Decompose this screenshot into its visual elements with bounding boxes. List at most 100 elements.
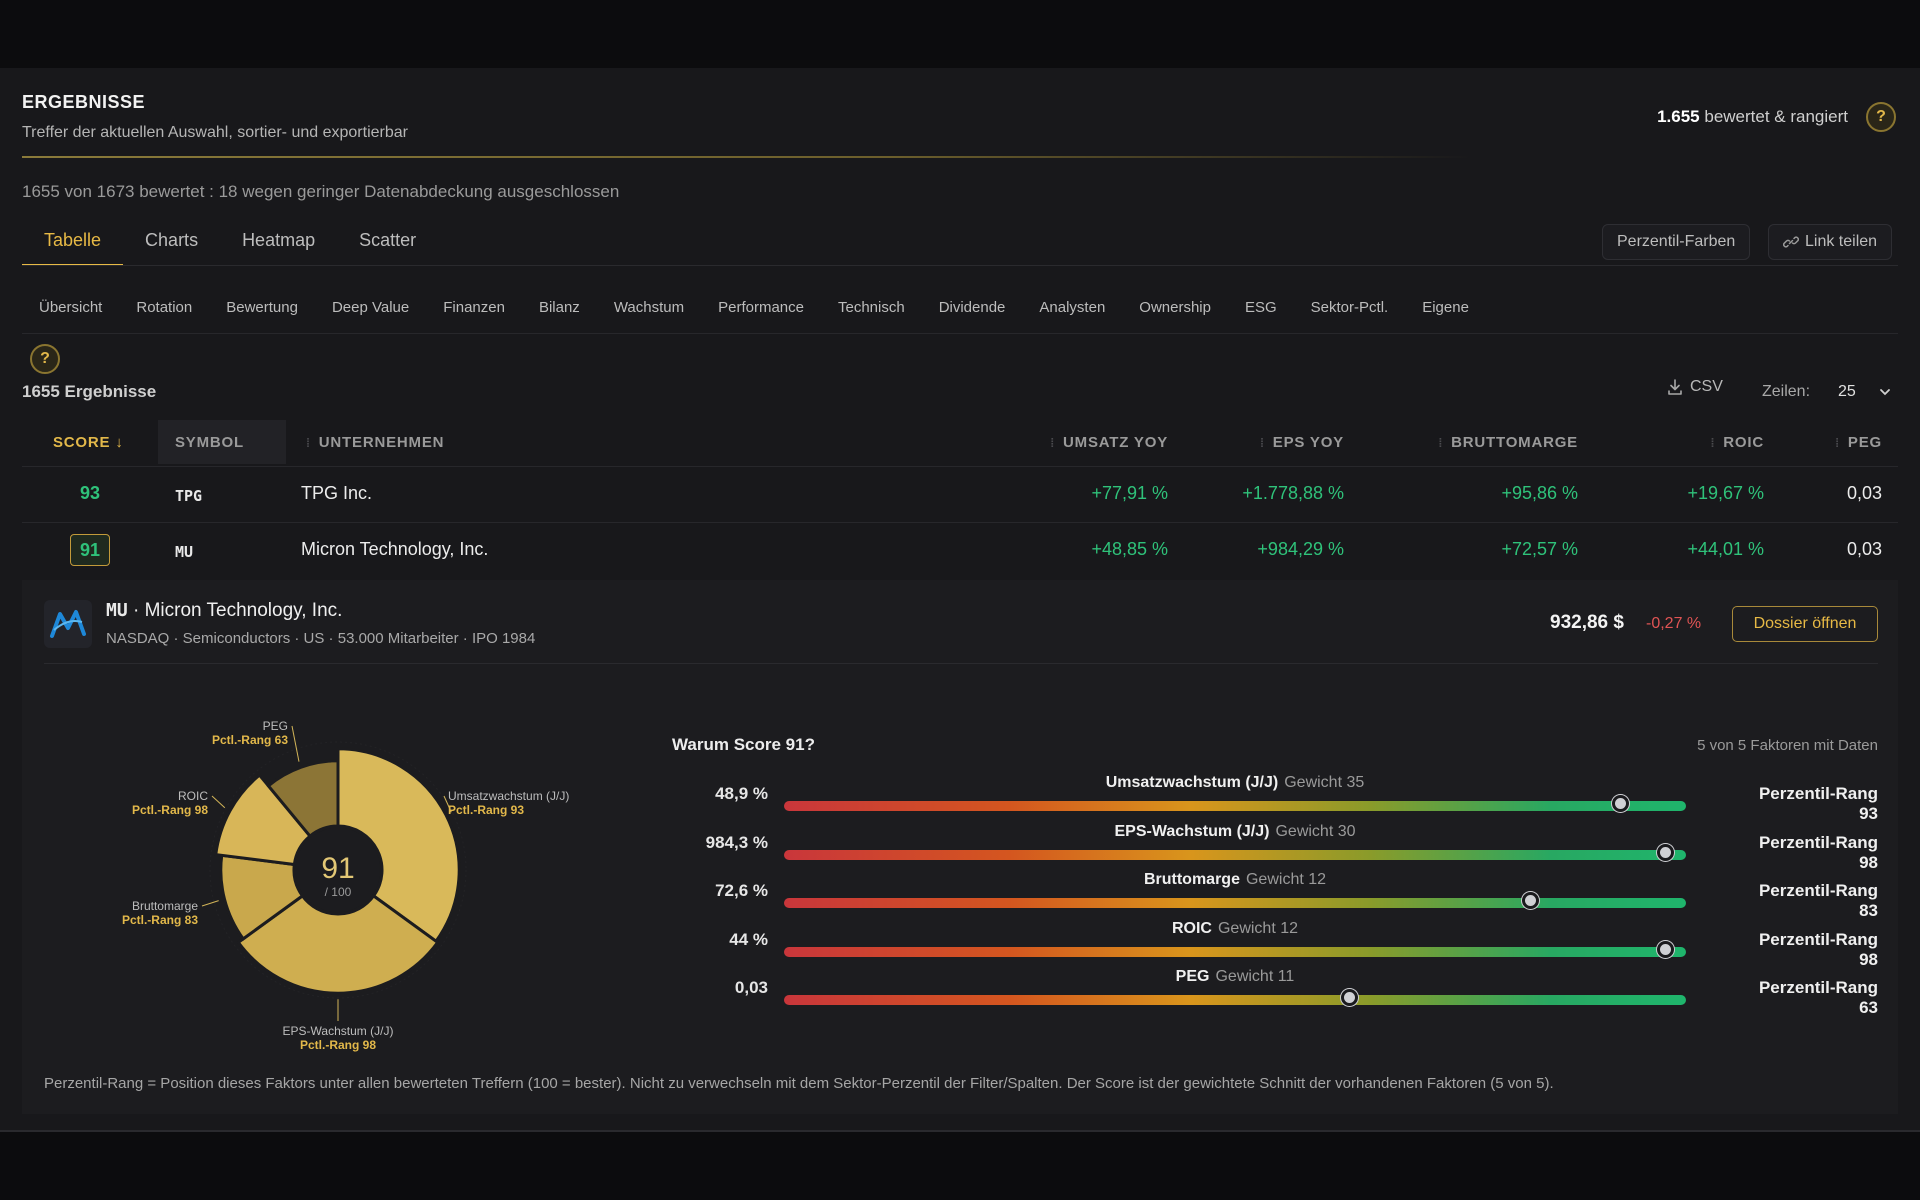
link-icon bbox=[1783, 236, 1799, 248]
rated-count: 1.655 bewertet & rangiert bbox=[1657, 107, 1848, 127]
subtab-analysten[interactable]: Analysten bbox=[1039, 299, 1106, 316]
column-header-score[interactable]: SCORE ↓ bbox=[53, 434, 124, 451]
detail-meta: NASDAQ · Semiconductors · US · 53.000 Mi… bbox=[106, 630, 536, 647]
section-title: ERGEBNISSE bbox=[22, 92, 146, 112]
factor-label: PEG Gewicht 11 bbox=[784, 968, 1686, 986]
slice-label: Umsatzwachstum (J/J) bbox=[448, 789, 569, 803]
company-cell[interactable]: Micron Technology, Inc. bbox=[301, 539, 489, 559]
percentile-colors-button[interactable]: Perzentil-Farben bbox=[1602, 224, 1751, 260]
eps-yoy-cell: +1.778,88 % bbox=[1242, 483, 1344, 503]
subtab-uebersicht[interactable]: Übersicht bbox=[39, 299, 103, 316]
eps-yoy-cell: +984,29 % bbox=[1257, 539, 1344, 559]
peg-header-label: PEG bbox=[1847, 434, 1882, 451]
tab-charts[interactable]: Charts bbox=[145, 230, 199, 250]
drag-handle-icon[interactable]: ⁞ bbox=[1835, 436, 1840, 450]
pie-slice[interactable] bbox=[266, 759, 340, 839]
subtab-eigene[interactable]: Eigene bbox=[1422, 299, 1469, 316]
symbol-header-highlight bbox=[158, 420, 286, 464]
pie-slice[interactable] bbox=[219, 853, 305, 941]
slice-rank-label: Pctl.-Rang 98 bbox=[132, 803, 208, 817]
rows-per-page-select[interactable]: 25 bbox=[1830, 376, 1900, 408]
score-header-label: SCORE bbox=[53, 434, 111, 451]
open-dossier-button[interactable]: Dossier öffnen bbox=[1732, 606, 1878, 642]
factor-label: ROIC Gewicht 12 bbox=[784, 920, 1686, 938]
results-help-icon[interactable]: ? bbox=[30, 344, 60, 374]
factor-percentile-marker bbox=[1656, 844, 1674, 861]
factor-weight: Gewicht 11 bbox=[1215, 968, 1295, 985]
detail-price-change: -0,27 % bbox=[1646, 615, 1702, 632]
row-divider bbox=[22, 522, 1898, 523]
factor-percentile-bar bbox=[784, 898, 1686, 908]
pie-slice[interactable] bbox=[214, 772, 313, 867]
subtab-sektor-pctl[interactable]: Sektor-Pctl. bbox=[1310, 299, 1389, 316]
tab-scatter[interactable]: Scatter bbox=[359, 230, 417, 250]
drag-handle-icon[interactable]: ⁞ bbox=[1710, 436, 1716, 450]
symbol-cell[interactable]: TPG bbox=[175, 487, 203, 505]
column-header-peg[interactable]: ⁞ PEG bbox=[1824, 434, 1882, 451]
symbol-cell[interactable]: MU bbox=[175, 543, 194, 561]
pie-slice[interactable] bbox=[236, 893, 440, 995]
chevron-down-icon bbox=[1880, 389, 1890, 396]
subtab-wachstum[interactable]: Wachstum bbox=[613, 299, 685, 316]
roic-header-label: ROIC bbox=[1723, 434, 1764, 451]
slice-label: ROIC bbox=[178, 789, 208, 803]
chart-outer-guide bbox=[209, 741, 467, 999]
factor-rank: Perzentil-Rang 63 bbox=[1758, 978, 1878, 1017]
subtab-esg[interactable]: ESG bbox=[1244, 299, 1277, 316]
subtab-rotation[interactable]: Rotation bbox=[136, 299, 193, 316]
score-value[interactable]: 93 bbox=[80, 483, 101, 503]
revenue-yoy-cell: +48,85 % bbox=[1091, 539, 1168, 559]
column-header-gross-margin[interactable]: ⁞ BRUTTOMARGE bbox=[1430, 434, 1578, 451]
company-cell[interactable]: TPG Inc. bbox=[301, 483, 373, 503]
rated-count-number: 1.655 bbox=[1657, 107, 1700, 126]
drag-handle-icon[interactable]: ⁞ bbox=[1438, 436, 1444, 450]
factor-label: Umsatzwachstum (J/J) Gewicht 35 bbox=[784, 774, 1686, 792]
factor-label: EPS-Wachstum (J/J) Gewicht 30 bbox=[784, 823, 1686, 841]
subtab-ownership[interactable]: Ownership bbox=[1139, 299, 1211, 316]
slice-rank-label: Pctl.-Rang 63 bbox=[212, 733, 288, 747]
tabs-divider bbox=[22, 265, 1898, 266]
factor-value: 48,9 % bbox=[715, 784, 768, 803]
score-value-selected[interactable]: 91 bbox=[70, 534, 110, 566]
factor-name: ROIC bbox=[1171, 920, 1212, 937]
tab-tabelle[interactable]: Tabelle bbox=[22, 222, 124, 266]
column-header-symbol[interactable]: SYMBOL bbox=[175, 434, 244, 451]
chart-center-hole bbox=[296, 828, 380, 912]
pie-slice[interactable] bbox=[336, 747, 461, 944]
drag-handle-icon[interactable]: ⁞ bbox=[306, 436, 311, 450]
csv-export-button[interactable]: CSV bbox=[1666, 378, 1723, 396]
tab-heatmap[interactable]: Heatmap bbox=[242, 230, 316, 250]
help-icon[interactable]: ? bbox=[1866, 102, 1896, 132]
gross-margin-cell: +95,86 % bbox=[1501, 483, 1578, 503]
subtab-bilanz[interactable]: Bilanz bbox=[538, 299, 580, 316]
peg-cell: 0,03 bbox=[1846, 483, 1882, 503]
header-divider bbox=[22, 156, 1472, 158]
percentile-footnote: Perzentil-Rang = Position dieses Faktors… bbox=[44, 1075, 1554, 1092]
column-header-company[interactable]: ⁞ UNTERNEHMEN bbox=[306, 434, 444, 451]
rated-count-text: bewertet & rangiert bbox=[1704, 107, 1848, 126]
drag-handle-icon[interactable]: ⁞ bbox=[1260, 436, 1265, 450]
slice-leader-line bbox=[443, 795, 452, 813]
subtab-finanzen[interactable]: Finanzen bbox=[443, 299, 505, 316]
share-link-button[interactable]: Link teilen bbox=[1768, 224, 1893, 260]
subtab-bewertung[interactable]: Bewertung bbox=[226, 299, 298, 316]
column-header-roic[interactable]: ⁞ ROIC bbox=[1700, 434, 1764, 451]
rows-label: Zeilen: bbox=[1762, 383, 1811, 400]
factor-name: Bruttomarge bbox=[1143, 871, 1240, 888]
factor-percentile-bar bbox=[784, 850, 1686, 860]
detail-company-name: Micron Technology, Inc. bbox=[144, 600, 343, 621]
slice-leader-line bbox=[201, 900, 219, 907]
subtab-dividende[interactable]: Dividende bbox=[938, 299, 1006, 316]
column-header-eps-yoy[interactable]: ⁞ EPS YOY bbox=[1250, 434, 1344, 451]
slice-rank-label: Pctl.-Rang 93 bbox=[448, 803, 524, 817]
subtab-deep-value[interactable]: Deep Value bbox=[331, 299, 410, 316]
subtab-technisch[interactable]: Technisch bbox=[837, 299, 905, 316]
drag-handle-icon[interactable]: ⁞ bbox=[1050, 436, 1056, 450]
chart-center-score: 91 bbox=[321, 852, 354, 885]
factor-rank: Perzentil-Rang 93 bbox=[1758, 784, 1878, 823]
column-header-revenue-yoy[interactable]: ⁞ UMSATZ YOY bbox=[1040, 434, 1168, 451]
company-logo bbox=[44, 600, 92, 648]
factor-name: Umsatzwachstum (J/J) bbox=[1105, 774, 1279, 791]
subtab-performance[interactable]: Performance bbox=[718, 299, 804, 316]
chart-center-max: / 100 bbox=[325, 885, 352, 899]
